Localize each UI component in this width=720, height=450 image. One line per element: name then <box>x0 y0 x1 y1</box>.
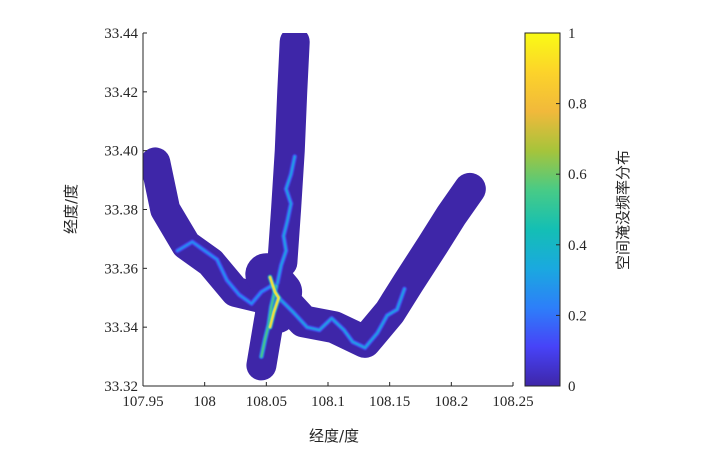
inundation-footprint <box>143 33 486 381</box>
channel-north-branch <box>276 155 296 285</box>
x-tick-label: 108.25 <box>492 394 533 410</box>
colorbar: 0 0.2 0.4 0.6 0.8 1 空间淹没频率分布 <box>524 26 632 395</box>
y-tick-label: 33.32 <box>104 379 138 395</box>
y-tick-label: 33.34 <box>104 320 138 336</box>
x-tick-label: 108.1 <box>311 394 345 410</box>
channel-confluence <box>268 276 280 329</box>
colorbar-title: 空间淹没频率分布 <box>614 150 632 270</box>
colorbar-tick-label: 1 <box>568 26 576 42</box>
colorbar-tick-label: 0.2 <box>568 308 587 324</box>
y-tick-label: 33.38 <box>104 203 138 219</box>
y-axis-title: 经度/度 <box>62 184 80 234</box>
colorbar-gradient <box>524 32 561 387</box>
x-tick-label: 108.15 <box>369 394 410 410</box>
channel-west-branch <box>176 240 273 305</box>
x-axis-ticks: 107.95 108 108.05 108.1 108.15 108.2 108.25 <box>122 382 534 410</box>
colorbar-tick-label: 0.6 <box>568 167 587 183</box>
colorbar-ticks: 0 0.2 0.4 0.6 0.8 1 <box>556 26 587 395</box>
x-tick-label: 108.05 <box>246 394 287 410</box>
y-tick-label: 33.42 <box>104 85 138 101</box>
x-axis-title: 经度/度 <box>309 427 359 445</box>
colorbar-tick-label: 0.8 <box>568 97 587 113</box>
x-tick-label: 107.95 <box>122 394 163 410</box>
x-tick-label: 108 <box>193 394 216 410</box>
x-tick-label: 108.2 <box>434 394 468 410</box>
channel-southeast-branch <box>277 287 406 349</box>
plot-area <box>143 33 486 381</box>
y-tick-label: 33.36 <box>104 261 138 277</box>
colorbar-tick-label: 0.4 <box>568 238 587 254</box>
river-channels <box>175 154 407 360</box>
y-axis-ticks: 33.32 33.34 33.36 33.38 33.40 33.42 33.44 <box>104 26 147 395</box>
y-tick-label: 33.44 <box>104 26 138 42</box>
colorbar-tick-label: 0 <box>568 379 576 395</box>
footprint-east <box>260 172 486 358</box>
y-tick-label: 33.40 <box>104 144 138 160</box>
